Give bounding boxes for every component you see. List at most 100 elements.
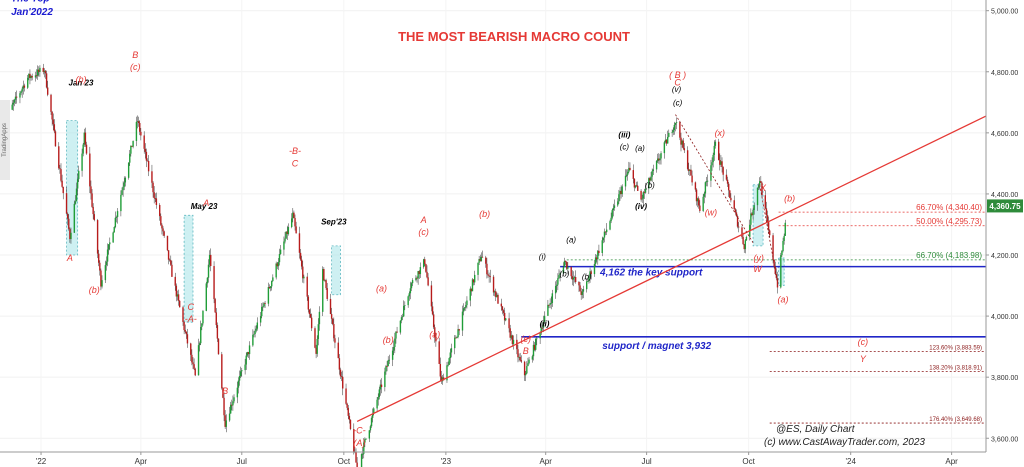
candle-body <box>236 387 239 398</box>
candle-body <box>597 250 599 260</box>
fib-level-label: 66.70% (4,340.40) <box>916 203 982 212</box>
candle-body <box>672 130 674 133</box>
candle-body <box>200 327 202 344</box>
candle-body <box>68 218 70 229</box>
wave-label: (a) <box>778 294 789 304</box>
candle-body <box>618 194 620 202</box>
candle-body <box>745 236 748 241</box>
candle-body <box>159 204 161 217</box>
candle-body <box>84 132 87 145</box>
candle-body <box>503 312 506 321</box>
candle-body <box>455 337 457 339</box>
wave-label: X <box>759 183 767 193</box>
candle-body <box>34 75 37 78</box>
candle-body <box>115 216 118 218</box>
candle-body <box>316 338 318 354</box>
candle-body <box>152 182 154 193</box>
candle-body <box>364 439 366 443</box>
candle-body <box>473 274 476 283</box>
candle-body <box>741 227 743 238</box>
candle-body <box>91 193 93 207</box>
candle-body <box>511 335 514 345</box>
candle-body <box>120 194 122 212</box>
candle-body <box>376 399 378 409</box>
candle-body <box>729 190 731 198</box>
candle-body <box>78 170 80 180</box>
candle-body <box>65 193 68 214</box>
candle-body <box>411 280 414 284</box>
candle-body <box>90 186 92 194</box>
candle-body <box>268 287 271 289</box>
candle-body <box>28 73 30 78</box>
side-tab[interactable] <box>0 100 10 180</box>
candle-body <box>185 331 188 335</box>
candle-body <box>105 261 108 266</box>
candle-body <box>471 279 474 292</box>
candle-body <box>61 180 63 187</box>
candle-body <box>593 263 596 275</box>
candle-body <box>512 339 515 345</box>
candle-body <box>106 249 109 262</box>
candle-body <box>264 303 266 305</box>
candle-body <box>691 175 693 183</box>
candle-body <box>176 294 179 297</box>
candle-body <box>407 296 409 306</box>
candle-body <box>644 188 647 193</box>
candle-body <box>231 404 233 406</box>
candle-body <box>160 216 162 225</box>
price-badge-label: 4,360.75 <box>989 202 1021 211</box>
candle-body <box>705 181 708 183</box>
candle-body <box>146 160 149 162</box>
candle-body <box>294 217 296 227</box>
wave-label: (y) <box>753 253 764 263</box>
candle-body <box>603 231 606 238</box>
x-axis-layer: '22 Apr Jul Oct '23 Apr Jul Oct '24 Apr <box>36 452 958 466</box>
candle-body <box>588 276 590 282</box>
candle-body <box>121 190 123 195</box>
candle-body <box>660 153 662 159</box>
candle-body <box>20 91 22 94</box>
candle-body <box>665 139 668 144</box>
candle-body <box>314 328 316 348</box>
candle-body <box>300 259 303 267</box>
candle-body <box>144 148 146 152</box>
candle-body <box>114 217 117 227</box>
fib-level-label: 66.70% (4,183.98) <box>916 251 982 260</box>
candle-body <box>109 242 111 245</box>
candle-body <box>223 397 225 416</box>
candle-body <box>448 358 450 365</box>
candle-body <box>508 318 510 329</box>
candle-body <box>298 233 301 253</box>
candle-body <box>470 288 473 292</box>
candle-body <box>642 192 644 199</box>
candle-body <box>353 429 355 453</box>
candle-body <box>450 348 453 353</box>
candle-body <box>161 224 163 229</box>
candle-body <box>783 235 785 241</box>
candle-body <box>617 201 619 206</box>
candle-body <box>643 192 646 194</box>
wave-label: A <box>202 198 209 208</box>
candle-body <box>147 160 150 172</box>
candle-body <box>776 278 779 288</box>
candle-body <box>124 177 127 183</box>
candle-body <box>540 327 542 334</box>
candle-body <box>580 291 582 295</box>
wave-label: C <box>292 158 299 168</box>
y-tick-label: 4,000.00 <box>991 314 1018 321</box>
candle-body <box>216 325 219 339</box>
candle-body <box>237 380 240 388</box>
candle-body <box>279 249 282 254</box>
candle-body <box>192 362 194 365</box>
wave-label: C <box>674 77 681 87</box>
candle-body <box>722 167 724 175</box>
candle-body <box>170 260 172 265</box>
candle-body <box>31 76 33 78</box>
candle-body <box>93 214 95 221</box>
candle-body <box>497 294 499 304</box>
candle-body <box>38 69 40 73</box>
candle-body <box>337 342 339 359</box>
candle-body <box>74 201 77 204</box>
candle-body <box>59 168 61 170</box>
